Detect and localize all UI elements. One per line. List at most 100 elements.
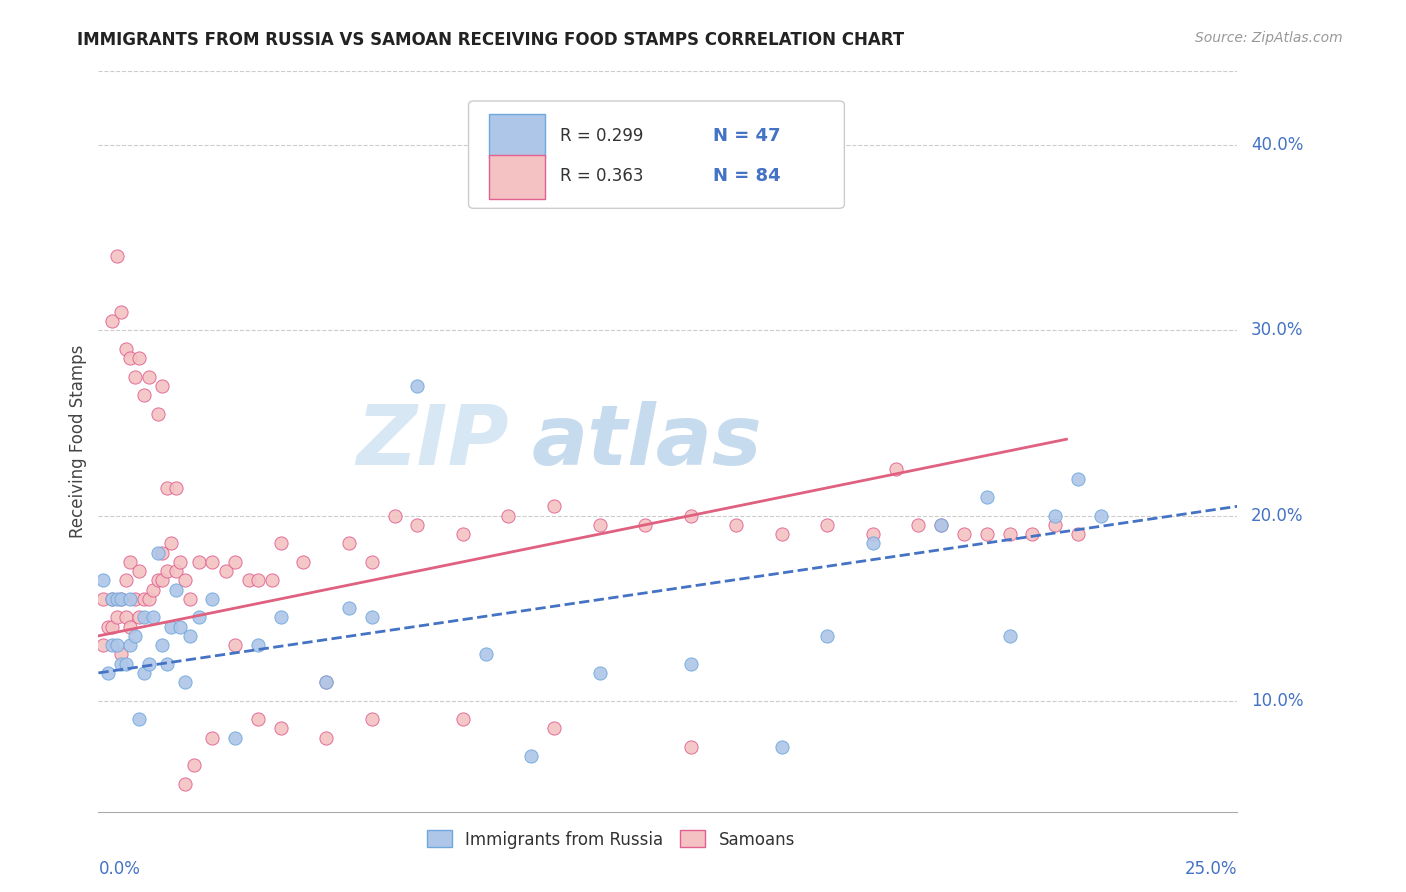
Point — [384, 508, 406, 523]
Point — [270, 536, 292, 550]
Point — [101, 619, 124, 633]
Point — [238, 574, 260, 588]
Point — [156, 564, 179, 578]
Text: 30.0%: 30.0% — [1251, 321, 1303, 340]
Point — [105, 638, 128, 652]
Point — [146, 546, 169, 560]
Point — [124, 629, 146, 643]
Point — [998, 527, 1021, 541]
Text: N = 47: N = 47 — [713, 127, 780, 145]
Point — [246, 574, 269, 588]
Point — [96, 665, 118, 680]
Point — [179, 591, 201, 606]
Point — [187, 555, 209, 569]
Point — [315, 675, 337, 690]
Point — [337, 601, 360, 615]
Point — [150, 574, 173, 588]
Point — [101, 591, 124, 606]
Point — [360, 555, 382, 569]
Point — [498, 508, 520, 523]
Point — [337, 536, 360, 550]
Point — [907, 517, 929, 532]
FancyBboxPatch shape — [489, 114, 546, 158]
Point — [114, 657, 136, 671]
Point — [165, 564, 187, 578]
Point — [862, 527, 884, 541]
Text: ZIP: ZIP — [356, 401, 509, 482]
Point — [246, 712, 269, 726]
Point — [815, 517, 838, 532]
Point — [976, 527, 998, 541]
Point — [132, 591, 155, 606]
Point — [315, 731, 337, 745]
Point — [201, 731, 224, 745]
Point — [142, 582, 165, 597]
Point — [101, 314, 124, 328]
Point — [224, 555, 246, 569]
Point — [1090, 508, 1112, 523]
Point — [929, 517, 952, 532]
Text: 40.0%: 40.0% — [1251, 136, 1303, 154]
Point — [679, 508, 702, 523]
Point — [770, 739, 793, 754]
Point — [174, 574, 197, 588]
Point — [124, 369, 146, 384]
Point — [120, 555, 142, 569]
Text: Source: ZipAtlas.com: Source: ZipAtlas.com — [1195, 31, 1343, 45]
Point — [224, 731, 246, 745]
Point — [862, 536, 884, 550]
Point — [165, 582, 187, 597]
Point — [451, 712, 474, 726]
Point — [884, 462, 907, 476]
Point — [91, 638, 114, 652]
Point — [160, 536, 183, 550]
Point — [815, 629, 838, 643]
Point — [120, 619, 142, 633]
Text: atlas: atlas — [531, 401, 762, 482]
Point — [998, 629, 1021, 643]
Point — [91, 591, 114, 606]
Text: R = 0.299: R = 0.299 — [560, 127, 643, 145]
Point — [110, 305, 132, 319]
Point — [929, 517, 952, 532]
Point — [360, 610, 382, 624]
Point — [270, 610, 292, 624]
Text: 25.0%: 25.0% — [1185, 860, 1237, 878]
Point — [101, 638, 124, 652]
Y-axis label: Receiving Food Stamps: Receiving Food Stamps — [69, 345, 87, 538]
Point — [406, 517, 429, 532]
Point — [128, 712, 150, 726]
Point — [1067, 471, 1090, 485]
Point — [132, 388, 155, 402]
Point — [132, 610, 155, 624]
Point — [292, 555, 315, 569]
Point — [169, 555, 191, 569]
Point — [110, 591, 132, 606]
Point — [1021, 527, 1043, 541]
Point — [91, 574, 114, 588]
Point — [101, 591, 124, 606]
Point — [679, 657, 702, 671]
Point — [179, 629, 201, 643]
Point — [1043, 508, 1066, 523]
Point — [770, 527, 793, 541]
Point — [451, 527, 474, 541]
Point — [120, 351, 142, 366]
Point — [406, 379, 429, 393]
Point — [1043, 517, 1066, 532]
Text: 10.0%: 10.0% — [1251, 691, 1303, 710]
Point — [201, 555, 224, 569]
Point — [138, 369, 160, 384]
Point — [150, 379, 173, 393]
Point — [114, 610, 136, 624]
Text: 0.0%: 0.0% — [98, 860, 141, 878]
Point — [146, 574, 169, 588]
Point — [169, 619, 191, 633]
Point — [110, 648, 132, 662]
Point — [120, 638, 142, 652]
Point — [156, 481, 179, 495]
Point — [174, 675, 197, 690]
Point — [132, 665, 155, 680]
Point — [174, 777, 197, 791]
Point — [543, 500, 565, 514]
